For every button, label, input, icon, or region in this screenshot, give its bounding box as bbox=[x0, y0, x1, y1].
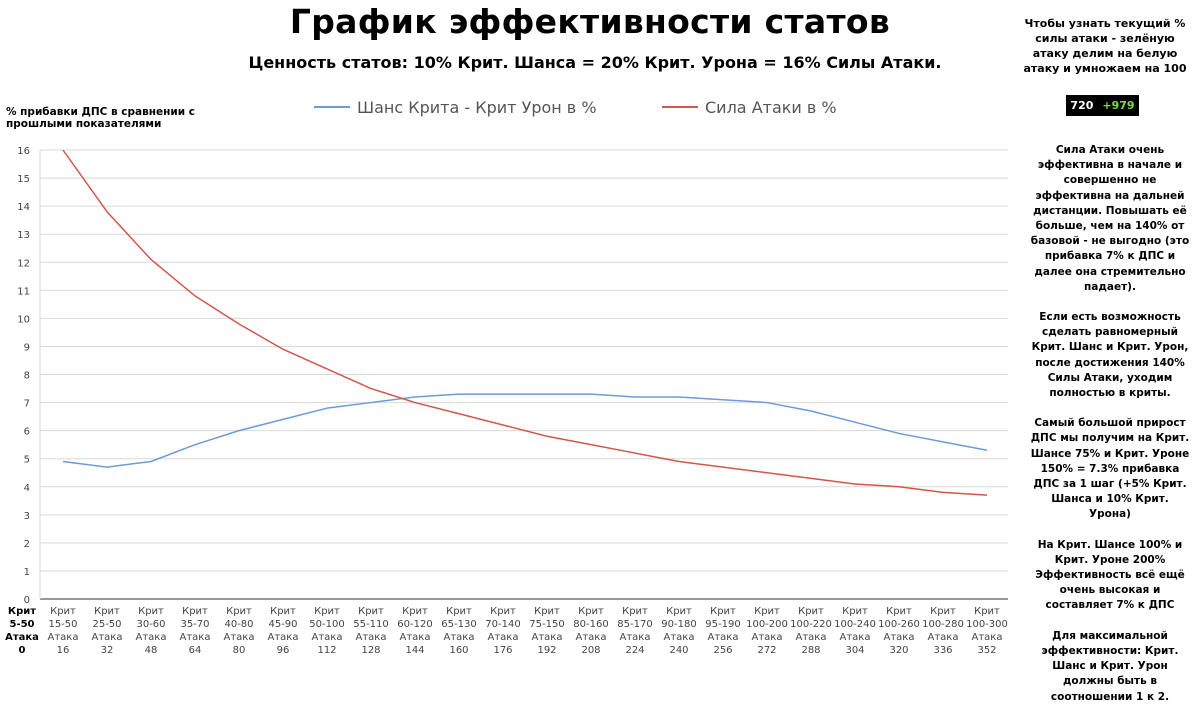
x-tick-label: Крит 95-190 Атака 256 bbox=[705, 606, 740, 656]
x-tick-label: Крит 65-130 Атака 160 bbox=[441, 606, 476, 656]
y-tick-label: 11 bbox=[17, 286, 30, 297]
attack-percent-note: Чтобы узнать текущий % силы атаки - зелё… bbox=[1023, 17, 1187, 75]
y-tick-label: 12 bbox=[17, 258, 30, 269]
y-tick-label: 0 bbox=[24, 595, 30, 606]
side-note: На Крит. Шансе 100% и Крит. Уроне 200% Э… bbox=[1035, 538, 1185, 612]
x-tick-label: Крит 45-90 Атака 96 bbox=[268, 606, 299, 656]
x-tick-label: Крит 100-260 Атака 320 bbox=[878, 606, 920, 656]
legend-label: Сила Атаки в % bbox=[705, 98, 837, 117]
x-tick-label: Крит 30-60 Атака 48 bbox=[136, 606, 167, 656]
x-tick-label: Крит 70-140 Атака 176 bbox=[485, 606, 520, 656]
x-tick-label: Крит 80-160 Атака 208 bbox=[573, 606, 608, 656]
y-axis-label: % прибавки ДПС в сравнении с прошлыми по… bbox=[6, 106, 195, 130]
green-attack-value: +979 bbox=[1102, 99, 1135, 112]
x-axis-header-label: Крит 5-50 Атака 0 bbox=[5, 606, 39, 656]
y-tick-label: 5 bbox=[24, 455, 30, 466]
attack-stat-badge: 720 +979 bbox=[1066, 95, 1139, 116]
x-tick-label: Крит 40-80 Атака 80 bbox=[224, 606, 255, 656]
side-notes: Сила Атаки очень эффективна в начале и с… bbox=[1030, 143, 1190, 720]
x-tick-label: Крит 35-70 Атака 64 bbox=[180, 606, 211, 656]
x-tick-label: Крит 60-120 Атака 144 bbox=[397, 606, 432, 656]
y-tick-label: 15 bbox=[17, 174, 30, 185]
y-tick-label: 2 bbox=[24, 539, 30, 550]
x-tick-label: Крит 100-280 Атака 336 bbox=[922, 606, 964, 656]
y-tick-label: 1 bbox=[24, 567, 30, 578]
side-note: Сила Атаки очень эффективна в начале и с… bbox=[1030, 144, 1190, 293]
x-tick-label: Крит 85-170 Атака 224 bbox=[617, 606, 652, 656]
y-tick-label: 3 bbox=[24, 511, 30, 522]
x-tick-label: Крит 15-50 Атака 16 bbox=[48, 606, 79, 656]
x-tick-label: Крит 100-240 Атака 304 bbox=[834, 606, 876, 656]
y-tick-label: 7 bbox=[24, 399, 30, 410]
legend-label: Шанс Крита - Крит Урон в % bbox=[357, 98, 597, 117]
x-tick-label: Крит 25-50 Атака 32 bbox=[92, 606, 123, 656]
x-tick-label: Крит 100-200 Атака 272 bbox=[746, 606, 788, 656]
y-tick-label: 4 bbox=[24, 483, 30, 494]
y-tick-label: 10 bbox=[17, 314, 30, 325]
y-tick-label: 6 bbox=[24, 427, 30, 438]
x-tick-label: Крит 100-300 Атака 352 bbox=[966, 606, 1008, 656]
x-tick-label: Крит 90-180 Атака 240 bbox=[661, 606, 696, 656]
chart-subtitle: Ценность статов: 10% Крит. Шанса = 20% К… bbox=[248, 53, 942, 72]
x-tick-label: Крит 50-100 Атака 112 bbox=[309, 606, 344, 656]
white-attack-value: 720 bbox=[1070, 99, 1094, 112]
series-line-0 bbox=[62, 393, 988, 468]
x-tick-label: Крит 100-220 Атака 288 bbox=[790, 606, 832, 656]
side-note: Если есть возможность сделать равномерны… bbox=[1031, 311, 1189, 400]
y-tick-label: 13 bbox=[17, 230, 30, 241]
x-tick-label: Крит 75-150 Атака 192 bbox=[529, 606, 564, 656]
x-tick-label: Крит 55-110 Атака 128 bbox=[353, 606, 388, 656]
side-note: Самый большой прирост ДПС мы получим на … bbox=[1030, 417, 1190, 521]
y-tick-label: 16 bbox=[17, 146, 30, 157]
y-tick-label: 8 bbox=[24, 371, 30, 382]
series-line-1 bbox=[62, 149, 988, 496]
chart-title: График эффективности статов bbox=[289, 2, 891, 41]
y-tick-label: 14 bbox=[17, 202, 30, 213]
y-tick-label: 9 bbox=[24, 342, 30, 353]
